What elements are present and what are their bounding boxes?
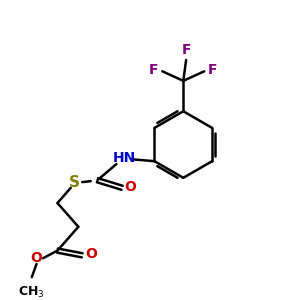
Text: O: O	[125, 180, 136, 194]
Text: CH$_3$: CH$_3$	[19, 285, 45, 300]
Text: O: O	[31, 251, 43, 265]
Text: F: F	[182, 43, 191, 57]
Text: F: F	[149, 63, 159, 77]
Text: F: F	[208, 63, 218, 77]
Text: HN: HN	[112, 151, 136, 165]
Text: S: S	[69, 175, 80, 190]
Text: O: O	[85, 248, 97, 261]
